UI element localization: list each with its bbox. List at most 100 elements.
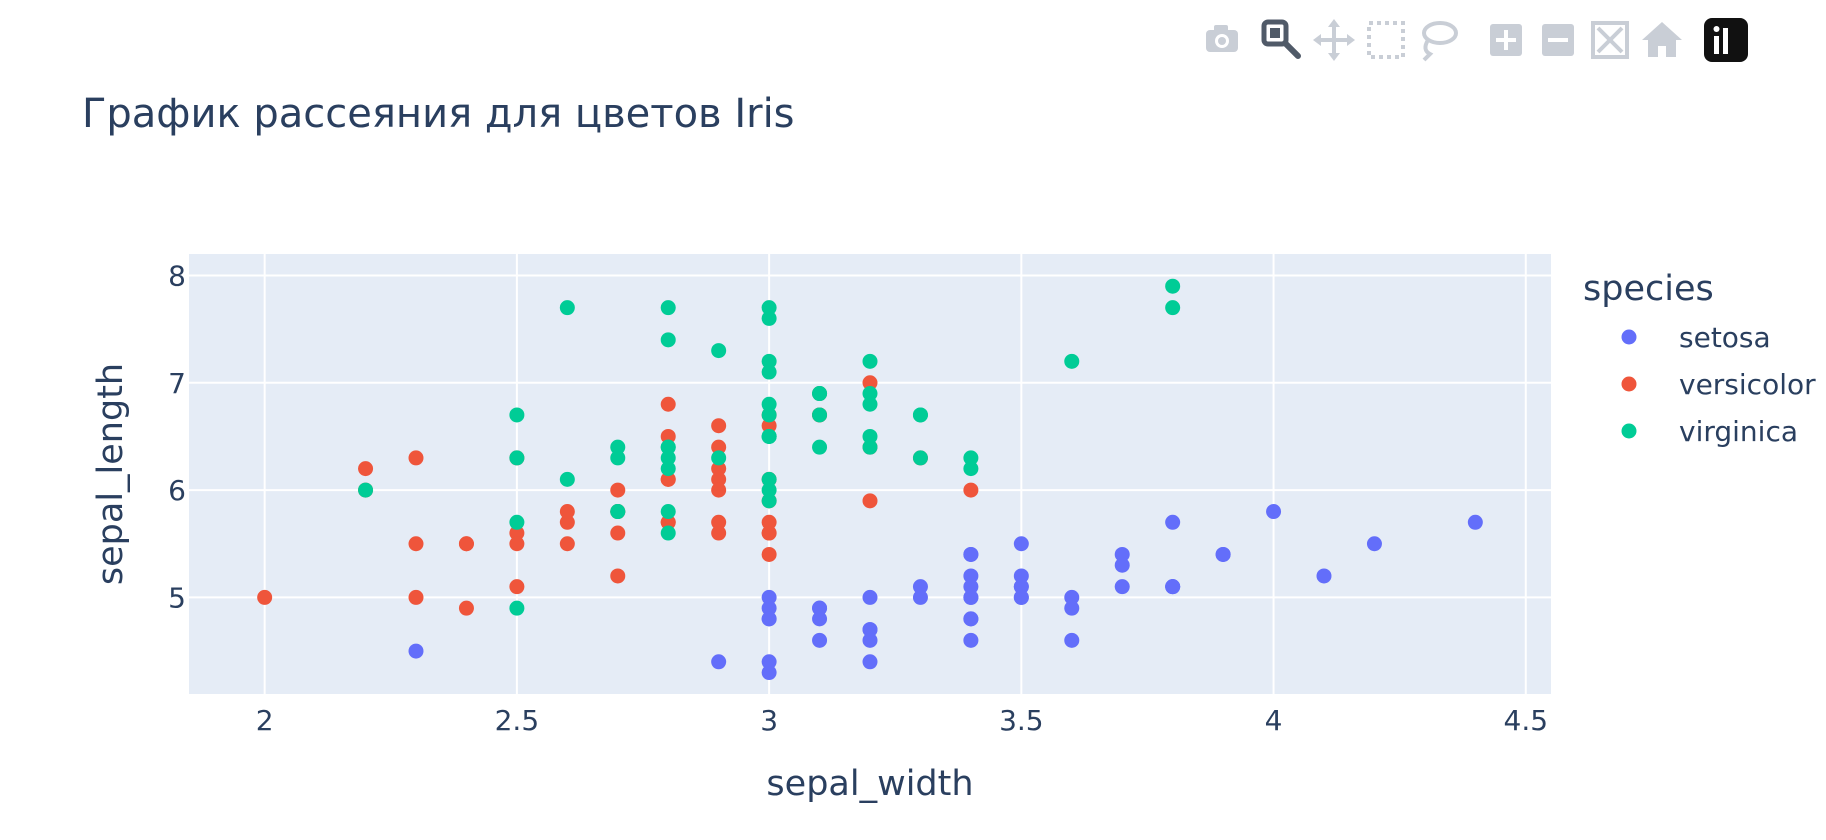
data-point[interactable] (1165, 514, 1181, 530)
data-point[interactable] (1165, 579, 1181, 595)
data-point[interactable] (711, 482, 727, 498)
data-point[interactable] (660, 300, 676, 316)
data-point[interactable] (1064, 632, 1080, 648)
data-point[interactable] (358, 461, 374, 477)
zoom-in-button[interactable] (1480, 14, 1532, 66)
data-point[interactable] (559, 300, 575, 316)
data-point[interactable] (963, 450, 979, 466)
data-point[interactable] (660, 428, 676, 444)
data-point[interactable] (559, 514, 575, 530)
data-point[interactable] (660, 471, 676, 487)
data-point[interactable] (711, 654, 727, 670)
data-point[interactable] (1114, 557, 1130, 573)
data-point[interactable] (1366, 536, 1382, 552)
plotly-logo-button[interactable] (1702, 14, 1754, 66)
data-point[interactable] (1013, 589, 1029, 605)
data-point[interactable] (761, 300, 777, 316)
data-point[interactable] (711, 450, 727, 466)
data-point[interactable] (1064, 589, 1080, 605)
data-point[interactable] (610, 525, 626, 541)
data-point[interactable] (610, 568, 626, 584)
data-point[interactable] (761, 654, 777, 670)
legend-item-setosa[interactable]: setosa (1621, 321, 1771, 354)
plot-area[interactable] (189, 254, 1551, 694)
data-point[interactable] (761, 589, 777, 605)
data-point[interactable] (660, 461, 676, 477)
data-point[interactable] (761, 364, 777, 380)
data-point[interactable] (761, 471, 777, 487)
data-point[interactable] (660, 450, 676, 466)
data-point[interactable] (963, 632, 979, 648)
zoom-out-button[interactable] (1532, 14, 1584, 66)
data-point[interactable] (812, 439, 828, 455)
data-point[interactable] (660, 439, 676, 455)
data-point[interactable] (1467, 514, 1483, 530)
data-point[interactable] (610, 504, 626, 520)
data-point[interactable] (963, 568, 979, 584)
data-point[interactable] (812, 600, 828, 616)
data-point[interactable] (610, 450, 626, 466)
data-point[interactable] (862, 632, 878, 648)
data-point[interactable] (1013, 536, 1029, 552)
data-point[interactable] (711, 439, 727, 455)
data-point[interactable] (509, 450, 525, 466)
data-point[interactable] (862, 428, 878, 444)
data-point[interactable] (509, 525, 525, 541)
data-point[interactable] (912, 450, 928, 466)
zoom-button[interactable] (1256, 14, 1308, 66)
autoscale-button[interactable] (1584, 14, 1636, 66)
data-point[interactable] (509, 514, 525, 530)
data-point[interactable] (761, 428, 777, 444)
data-point[interactable] (711, 525, 727, 541)
data-point[interactable] (660, 396, 676, 412)
data-point[interactable] (912, 579, 928, 595)
data-point[interactable] (711, 514, 727, 530)
data-point[interactable] (509, 579, 525, 595)
data-point[interactable] (509, 407, 525, 423)
data-point[interactable] (711, 418, 727, 434)
data-point[interactable] (458, 536, 474, 552)
data-point[interactable] (862, 386, 878, 402)
data-point[interactable] (963, 589, 979, 605)
data-point[interactable] (1215, 546, 1231, 562)
data-point[interactable] (963, 611, 979, 627)
data-point[interactable] (660, 525, 676, 541)
data-point[interactable] (862, 396, 878, 412)
data-point[interactable] (1316, 568, 1332, 584)
data-point[interactable] (509, 600, 525, 616)
data-point[interactable] (1165, 278, 1181, 294)
data-point[interactable] (862, 353, 878, 369)
data-point[interactable] (963, 461, 979, 477)
data-point[interactable] (711, 343, 727, 359)
data-point[interactable] (963, 482, 979, 498)
data-point[interactable] (963, 546, 979, 562)
data-point[interactable] (761, 418, 777, 434)
data-point[interactable] (862, 439, 878, 455)
data-point[interactable] (458, 600, 474, 616)
data-point[interactable] (1114, 579, 1130, 595)
legend-item-versicolor[interactable]: versicolor (1621, 368, 1817, 401)
data-point[interactable] (761, 482, 777, 498)
data-point[interactable] (761, 396, 777, 412)
data-point[interactable] (761, 611, 777, 627)
data-point[interactable] (862, 493, 878, 509)
data-point[interactable] (862, 589, 878, 605)
data-point[interactable] (408, 536, 424, 552)
data-point[interactable] (711, 471, 727, 487)
data-point[interactable] (610, 439, 626, 455)
data-point[interactable] (862, 375, 878, 391)
data-point[interactable] (761, 407, 777, 423)
data-point[interactable] (761, 665, 777, 681)
data-point[interactable] (711, 461, 727, 477)
data-point[interactable] (1064, 600, 1080, 616)
data-point[interactable] (862, 622, 878, 638)
data-point[interactable] (358, 482, 374, 498)
data-point[interactable] (660, 504, 676, 520)
data-point[interactable] (660, 332, 676, 348)
data-point[interactable] (408, 589, 424, 605)
data-point[interactable] (761, 546, 777, 562)
pan-button[interactable] (1308, 14, 1360, 66)
data-point[interactable] (761, 525, 777, 541)
data-point[interactable] (509, 536, 525, 552)
data-point[interactable] (761, 514, 777, 530)
